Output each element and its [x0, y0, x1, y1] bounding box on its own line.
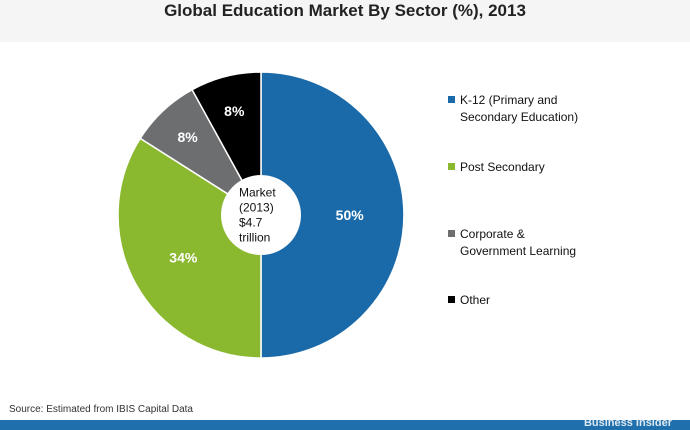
center-label: trillion: [239, 231, 270, 245]
legend-swatch: [448, 96, 455, 103]
chart-title: Global Education Market By Sector (%), 2…: [164, 1, 526, 20]
center-label: $4.7: [239, 216, 263, 230]
legend-label: Secondary Education): [460, 110, 578, 124]
legend-label: K-12 (Primary and: [460, 93, 557, 107]
center-label: (2013): [239, 201, 274, 215]
footer-bar: Business Insider: [0, 417, 690, 430]
center-label: Market: [239, 186, 276, 200]
data-label: 8%: [177, 129, 198, 145]
legend-label: Government Learning: [460, 244, 576, 258]
data-label: 34%: [169, 250, 198, 266]
pie-slice: [117, 137, 262, 359]
legend-swatch: [448, 163, 455, 170]
title-band: Global Education Market By Sector (%), 2…: [0, 0, 690, 42]
pie-slice: [260, 71, 405, 359]
data-label: 50%: [336, 207, 365, 223]
legend-swatch: [448, 230, 455, 237]
legend-swatch: [448, 296, 455, 303]
donut-hole: [221, 175, 301, 255]
source-note: Source: Estimated from IBIS Capital Data: [9, 404, 193, 415]
legend-label: Post Secondary: [460, 160, 545, 174]
legend-label: Corporate &: [460, 227, 525, 241]
data-label: 8%: [224, 103, 245, 119]
legend-label: Other: [460, 293, 490, 307]
footer-brand: Business Insider: [583, 417, 672, 429]
